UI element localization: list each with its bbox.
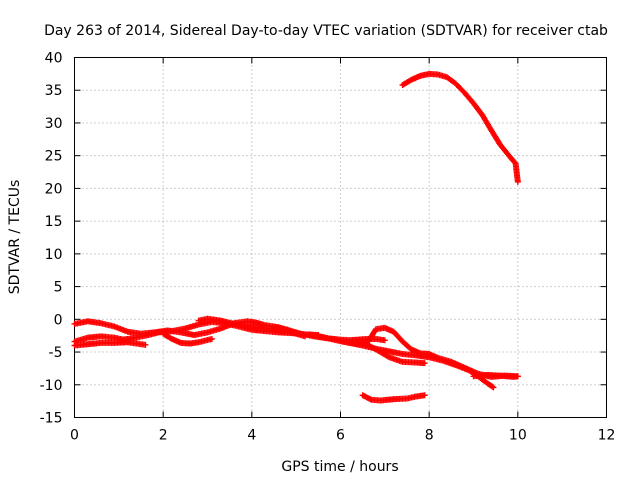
y-tick-label: 15 bbox=[45, 214, 63, 230]
y-tick-label: -15 bbox=[40, 411, 63, 427]
data-point bbox=[208, 335, 215, 342]
data-point bbox=[421, 360, 428, 367]
data-point bbox=[421, 392, 428, 399]
x-tick-label: 12 bbox=[598, 428, 616, 444]
y-tick-label: 30 bbox=[45, 116, 63, 132]
data-points bbox=[71, 70, 521, 404]
y-tick-label: 25 bbox=[45, 149, 63, 165]
y-tick-label: 0 bbox=[54, 312, 63, 328]
x-tick-label: 0 bbox=[70, 428, 79, 444]
y-tick-label: 40 bbox=[45, 51, 63, 67]
data-point bbox=[142, 341, 149, 348]
y-tick-label: -10 bbox=[40, 378, 63, 394]
series-track-9 bbox=[359, 392, 428, 404]
x-tick-label: 10 bbox=[509, 428, 527, 444]
data-point bbox=[489, 383, 496, 390]
series-track-5 bbox=[195, 315, 286, 336]
x-axis-label: GPS time / hours bbox=[281, 459, 398, 475]
data-point bbox=[381, 337, 388, 344]
series-track-10 bbox=[359, 339, 428, 367]
y-tick-label: 10 bbox=[45, 247, 63, 263]
x-tick-label: 2 bbox=[159, 428, 168, 444]
x-tick-label: 6 bbox=[336, 428, 345, 444]
y-tick-label: 20 bbox=[45, 181, 63, 197]
data-point bbox=[514, 178, 521, 185]
series-track-11 bbox=[470, 371, 521, 380]
data-point bbox=[514, 373, 521, 380]
grid bbox=[74, 57, 607, 418]
x-tick-label: 8 bbox=[425, 428, 434, 444]
series-track-4 bbox=[160, 330, 215, 347]
chart-title: Day 263 of 2014, Sidereal Day-to-day VTE… bbox=[44, 23, 608, 39]
y-tick-label: 35 bbox=[45, 83, 63, 99]
y-tick-label: -5 bbox=[49, 345, 63, 361]
y-tick-label: 5 bbox=[54, 280, 63, 296]
y-axis-label: SDTVAR / TECUs bbox=[7, 180, 23, 295]
x-tick-label: 4 bbox=[247, 428, 256, 444]
series-track-12 bbox=[399, 70, 521, 185]
axis-ticks: 0 2 4 6 8 10 12 -15 -10 -5 0 5 10 15 20 25 30 35 40 bbox=[40, 51, 616, 444]
data-point bbox=[490, 384, 497, 391]
